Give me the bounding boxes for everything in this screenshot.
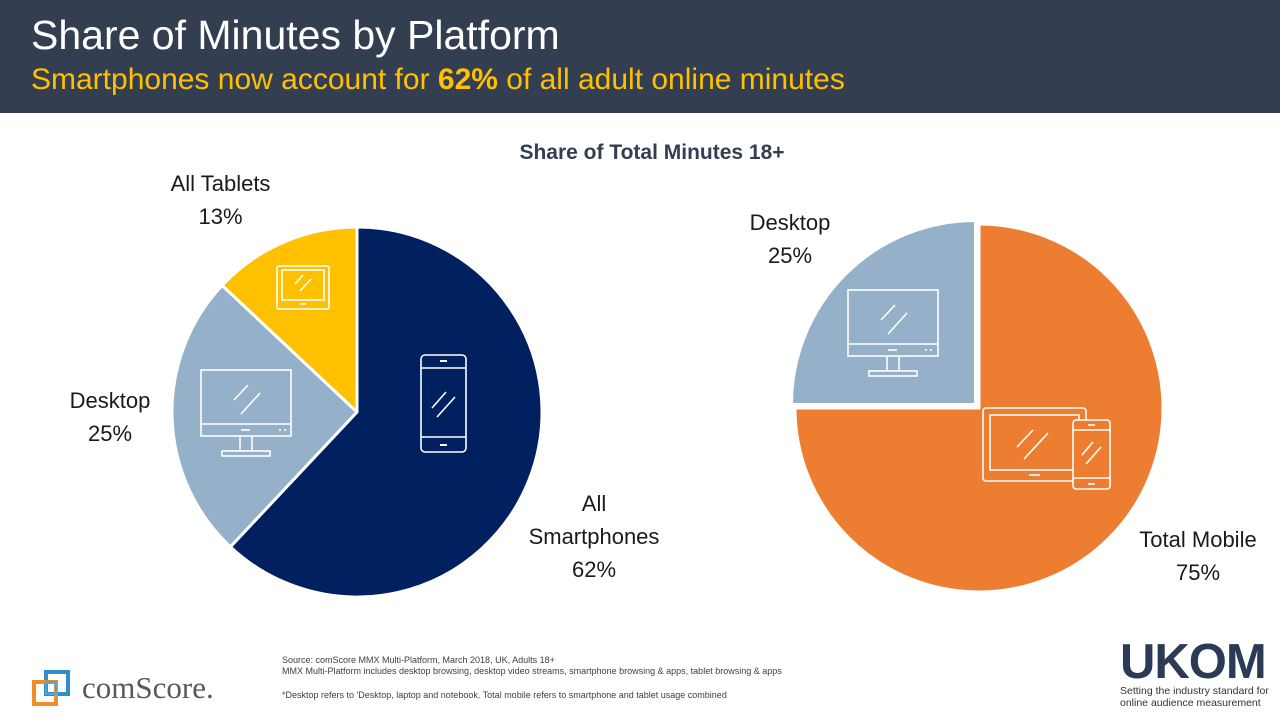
tablet-and-phone-icon <box>982 407 1111 490</box>
subtitle-prefix: Smartphones now account for <box>31 63 438 96</box>
label-desktop-right-name: Desktop <box>749 210 831 235</box>
chart-title: Share of Total Minutes 18+ <box>519 141 785 164</box>
subtitle-suffix: of all adult online minutes <box>497 63 845 96</box>
desktop-monitor-icon <box>200 369 292 457</box>
header-bar: Share of Minutes by Platform Smartphones… <box>0 0 1280 113</box>
footnote: *Desktop refers to 'Desktop, laptop and … <box>282 690 727 700</box>
label-desktop-left-name: Desktop <box>69 388 151 413</box>
desktop-monitor-icon-right <box>847 289 939 377</box>
ukom-logo-text: UKOM <box>1120 635 1267 689</box>
pie-slice-total-mobile <box>793 222 1165 594</box>
pie-slice-desktop <box>789 218 977 406</box>
pie-slice-all-smartphones <box>228 225 544 599</box>
label-all-tablets-value: 13% <box>198 204 243 229</box>
subtitle-highlight: 62% <box>437 63 498 96</box>
ukom-logo: UKOM Setting the industry standard for o… <box>1118 635 1269 716</box>
comscore-logo-mark <box>32 670 70 706</box>
label-total-mobile: Total Mobile 75% <box>1118 523 1278 589</box>
page-subtitle: Smartphones now account for 62% of all a… <box>31 61 845 99</box>
label-all-smartphones-name-2: Smartphones <box>528 524 660 549</box>
source-line-1: Source: comScore MMX Multi-Platform, Mar… <box>282 655 555 665</box>
page-title: Share of Minutes by Platform <box>31 12 560 58</box>
tablet-icon <box>276 265 330 310</box>
label-all-smartphones: All Smartphones 62% <box>514 487 674 586</box>
smartphone-icon <box>420 354 467 453</box>
pie-right <box>789 218 1165 594</box>
label-desktop-right-value: 25% <box>767 243 813 268</box>
ukom-tagline-line-1: Setting the industry standard for <box>1120 685 1269 697</box>
label-desktop-left-value: 25% <box>87 421 133 446</box>
pie-slice-desktop <box>170 283 359 549</box>
comscore-logo-text: comScore. <box>82 670 214 705</box>
label-total-mobile-value: 75% <box>1175 560 1221 585</box>
label-desktop-right: Desktop 25% <box>725 206 855 272</box>
label-total-mobile-name: Total Mobile <box>1139 527 1257 552</box>
label-all-smartphones-name-1: All <box>581 491 607 516</box>
label-all-tablets: All Tablets 13% <box>148 167 293 233</box>
label-desktop-left: Desktop 25% <box>50 384 170 450</box>
pie-left <box>170 225 544 599</box>
label-all-smartphones-value: 62% <box>571 557 617 582</box>
ukom-tagline-line-2: online audience measurement <box>1120 697 1261 709</box>
ukom-tagline: Setting the industry standard for online… <box>1120 685 1269 709</box>
source-line-2: MMX Multi-Platform includes desktop brow… <box>282 666 782 676</box>
comscore-logo: comScore. <box>30 668 270 708</box>
label-all-tablets-name: All Tablets <box>170 171 271 196</box>
